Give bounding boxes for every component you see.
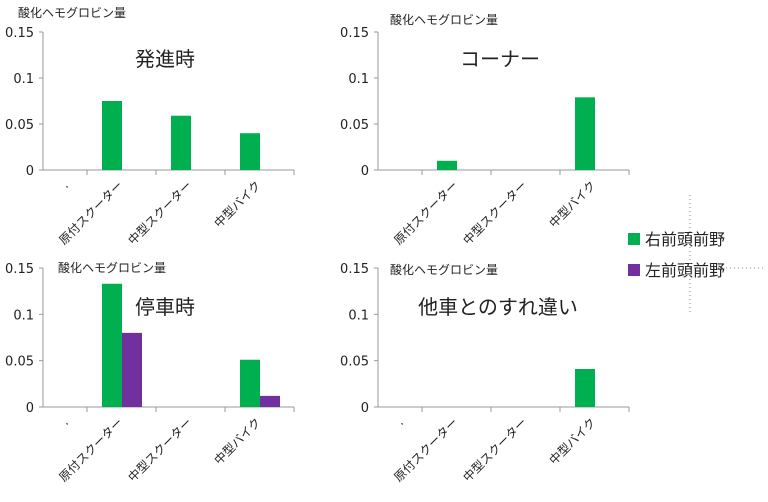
y-tick-label: 0.15 [340, 262, 369, 277]
y-tick-label: 0.05 [5, 355, 34, 370]
chart-title: 停車時 [135, 295, 195, 319]
x-category-label: 中型バイク [211, 178, 264, 231]
y-axis-label: 酸化ヘモグロビン量 [390, 262, 498, 277]
y-tick-label: 0.15 [340, 26, 369, 41]
bar-right-prefrontal [437, 160, 457, 170]
x-category-label: 中型スクーター [460, 415, 530, 485]
chart-panel-1: 00.050.10.15.原付スクーター 中型スクーター 中型バイク酸化ヘモグロビン… [5, 5, 295, 248]
x-category-label: . [59, 178, 72, 191]
y-tick-label: 0.15 [5, 262, 34, 277]
x-category-label: 原付スクーター [391, 178, 460, 247]
legend-label: 右前頭前野 [645, 230, 725, 249]
y-axis-label: 酸化ヘモグロビン量 [18, 5, 126, 20]
legend-swatch [628, 264, 640, 276]
bar-right-prefrontal [575, 97, 595, 170]
chart-title: 発進時 [135, 47, 195, 71]
x-category-label: 中型バイク [546, 178, 599, 231]
bar-right-prefrontal [171, 115, 191, 170]
bar-left-prefrontal [260, 395, 280, 407]
bar-left-prefrontal [122, 332, 142, 407]
x-category-label: . [394, 415, 407, 428]
y-tick-label: 0.1 [348, 72, 369, 87]
legend-label: 左前頭前野 [645, 261, 725, 280]
y-tick-label: 0.1 [348, 308, 369, 323]
y-tick-label: 0.05 [340, 355, 369, 370]
bar-right-prefrontal [240, 133, 260, 170]
chart-panel-4: 00.050.10.15.原付スクーター 中型スクーター 中型バイク酸化ヘモグロビン… [340, 262, 630, 485]
y-tick-label: 0 [26, 401, 34, 416]
x-category-label: 中型スクーター [125, 178, 195, 248]
bar-right-prefrontal [240, 359, 260, 407]
y-axis-label: 酸化ヘモグロビン量 [390, 12, 498, 27]
bar-right-prefrontal [575, 369, 595, 407]
y-tick-label: 0.1 [13, 72, 34, 87]
y-tick-label: 0 [26, 164, 34, 179]
chart-panel-2: 0 0.05 0.1 0.15 原付スクーター 中型スクーター 中型バイク 酸化ヘモグロビン量… [340, 12, 630, 248]
chart-title: コーナー [460, 47, 540, 71]
x-category-label: 中型バイク [546, 415, 599, 468]
y-axis-label: 酸化ヘモグロビン量 [58, 260, 166, 275]
y-tick-label: 0.05 [5, 118, 34, 133]
chart-title: 他車とのすれ違い [418, 295, 578, 319]
y-tick-label: 0 [361, 164, 369, 179]
chart-panel-3: 00.050.10.15.原付スクーター 中型スクーター 中型バイク酸化ヘモグロビン… [5, 260, 295, 485]
y-tick-label: 0.05 [340, 118, 369, 133]
x-category-label: 中型バイク [211, 415, 264, 468]
bar-right-prefrontal [102, 283, 122, 407]
x-category-label: . [59, 415, 72, 428]
y-tick-label: 0 [361, 401, 369, 416]
y-tick-label: 0.1 [13, 308, 34, 323]
y-tick-label: 0.15 [5, 26, 34, 41]
bar-right-prefrontal [102, 101, 122, 170]
x-category-label: 中型スクーター [125, 415, 195, 485]
legend-swatch [628, 233, 640, 245]
x-category-label: 中型スクーター [460, 178, 530, 248]
